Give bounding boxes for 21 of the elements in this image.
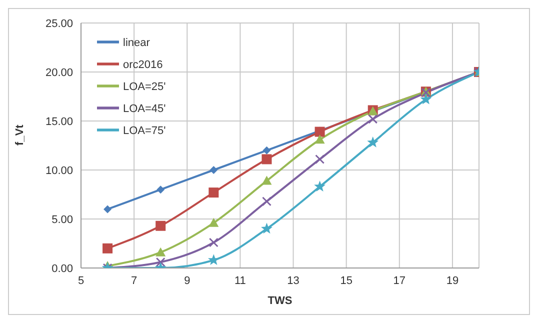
y-tick-label: 10.00 [45, 164, 73, 177]
x-tick-label: 7 [131, 274, 138, 287]
x-tick-label: 15 [340, 274, 352, 287]
x-tick-label: 19 [446, 274, 459, 287]
y-tick-label: 15.00 [45, 116, 73, 128]
legend-label: LOA=45' [123, 103, 166, 116]
x-axis-title: TWS [268, 295, 292, 307]
legend-label: orc2016 [123, 59, 163, 72]
y-tick-label: 25.00 [45, 18, 73, 30]
y-tick-label: 0.00 [52, 262, 73, 275]
x-tick-label: 17 [393, 274, 406, 287]
legend-label: linear [123, 37, 150, 50]
x-tick-label: 9 [184, 274, 190, 287]
y-tick-label: 5.00 [52, 214, 73, 226]
legend-label: LOA=75' [123, 125, 166, 138]
legend-label: LOA=25' [123, 81, 166, 94]
x-tick-label: 5 [78, 274, 84, 287]
x-tick-label: 11 [234, 274, 246, 287]
y-tick-label: 20.00 [45, 66, 73, 79]
y-axis-title: f_Vt [14, 124, 26, 146]
x-tick-label: 13 [287, 274, 300, 287]
